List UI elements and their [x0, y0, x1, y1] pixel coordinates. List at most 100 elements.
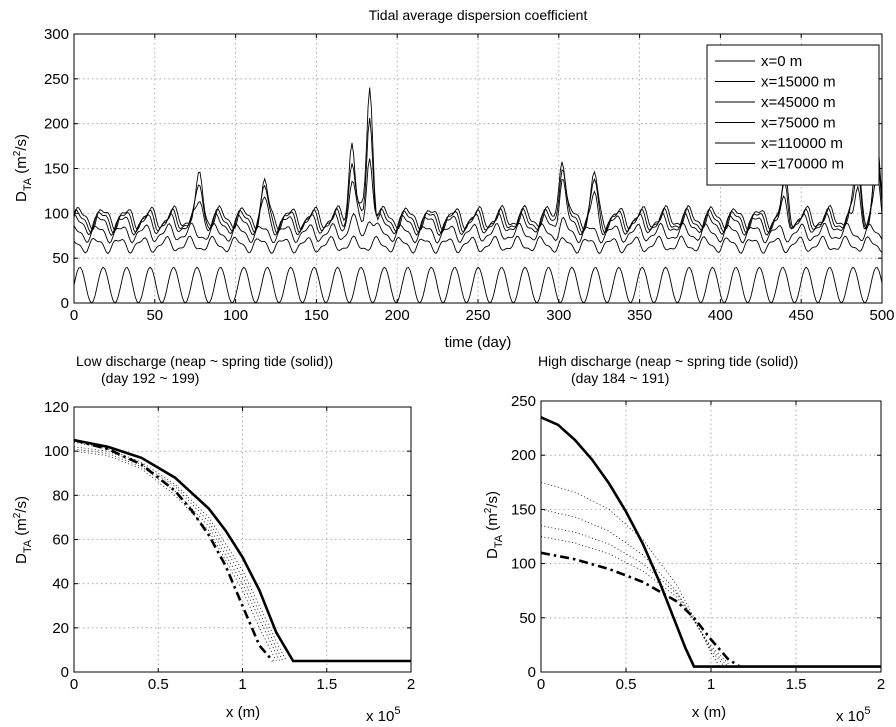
top-ylabel-sub: TA: [22, 177, 34, 191]
bl-ylabel-unit-sup: 2: [12, 512, 23, 518]
top-xtick-label-0: 0: [70, 307, 78, 324]
br-ytick-label-5: 250: [511, 393, 536, 410]
br-xtick-label-4: 2: [877, 676, 885, 693]
br-xtick-label-3: 1.5: [786, 676, 807, 693]
legend-label-0: x=0 m: [761, 53, 802, 70]
bl-ytick-label-3: 60: [52, 532, 69, 549]
br-ylabel-unit-sup: 2: [483, 507, 494, 513]
top-ytick-label-1: 50: [52, 250, 69, 267]
br-ylabel-sub: TA: [493, 534, 505, 548]
bl-dotted-line-1: [73, 446, 284, 662]
br-dotted-line-2: [540, 525, 729, 667]
br-xscale-base: x 10: [836, 708, 864, 725]
top-ylabel-main: D: [13, 191, 30, 202]
bl-xscale-base: x 10: [366, 708, 394, 725]
legend-label-5: x=170000 m: [761, 156, 844, 173]
bl-xtick-label-0: 0: [70, 676, 78, 693]
top-xtick-label-7: 350: [627, 307, 652, 324]
br-xlabel: x (m): [692, 704, 726, 721]
bl-xtick-label-3: 1.5: [316, 676, 337, 693]
br-subtitle: (day 184 ~ 191): [571, 370, 669, 386]
bl-xscale-exp: 5: [394, 705, 400, 717]
br-neap-dashdot-line: [540, 551, 741, 668]
br-xtick-label-0: 0: [537, 676, 545, 693]
bl-spring-solid-line: [73, 438, 411, 663]
bl-ylabel-unit-post: /s): [13, 496, 30, 513]
bl-neap-dashdot-line: [73, 438, 274, 662]
top-title: Tidal average dispersion coefficient: [369, 7, 588, 23]
top-xtick-label-10: 500: [869, 307, 894, 324]
br-xtick-label-1: 0.5: [616, 676, 637, 693]
legend-label-3: x=75000 m: [761, 115, 836, 132]
top-xtick-label-2: 100: [223, 307, 248, 324]
top-xlabel: time (day): [445, 334, 512, 351]
bottom-right-plot-area: 0 0.5 1 1.5 2 0 50 100 150 200 250: [511, 393, 885, 693]
bl-ytick-label-4: 80: [52, 487, 69, 504]
top-frame: [73, 33, 883, 304]
br-ylabel: DTA (m2/s): [483, 491, 505, 559]
top-xtick-label-4: 200: [385, 307, 410, 324]
bl-title: Low discharge (neap ~ spring tide (solid…: [76, 353, 333, 369]
bl-dotted-line-2: [73, 448, 280, 662]
br-ylabel-unit-pre: (m: [484, 513, 501, 535]
bl-ylabel-unit-pre: (m: [13, 518, 30, 540]
br-title: High discharge (neap ~ spring tide (soli…: [538, 353, 798, 369]
top-ytick-label-2: 100: [44, 205, 69, 222]
top-ytick-label-3: 150: [44, 161, 69, 178]
top-xtick-label-8: 400: [708, 307, 733, 324]
bl-xtick-label-4: 2: [407, 676, 415, 693]
bl-frame: [73, 406, 412, 673]
top-series-line-3: [73, 212, 883, 244]
top-legend: x=0 m x=15000 m x=45000 m x=75000 m x=110000…: [706, 44, 880, 186]
bl-xlabel: x (m): [226, 704, 260, 721]
br-ytick-label-2: 100: [511, 556, 536, 573]
top-series-line-5: [73, 266, 883, 304]
top-ylabel-unit-pre: (m: [13, 156, 30, 178]
br-dotted-line-3: [540, 536, 732, 667]
bl-dotted-line-3: [73, 450, 277, 662]
top-ytick-label-0: 0: [61, 295, 69, 312]
bl-xtick-label-2: 1: [238, 676, 246, 693]
br-xscale-note: x 105: [836, 705, 870, 725]
br-dotted-line-0: [540, 481, 720, 667]
br-ylabel-main: D: [484, 548, 501, 559]
br-dotted-line-1: [540, 509, 725, 667]
br-ytick-label-3: 150: [511, 501, 536, 518]
top-series-line-4: [73, 235, 883, 255]
top-xtick-label-1: 50: [146, 307, 163, 324]
top-ylabel-unit-post: /s): [13, 134, 30, 151]
top-ytick-label-4: 200: [44, 116, 69, 133]
bl-xtick-label-1: 0.5: [148, 676, 169, 693]
legend-label-2: x=45000 m: [761, 94, 836, 111]
br-ytick-label-1: 50: [519, 610, 536, 627]
top-xtick-label-3: 150: [304, 307, 329, 324]
bl-ytick-label-0: 0: [61, 664, 69, 681]
br-xtick-label-2: 1: [707, 676, 715, 693]
top-xtick-label-9: 450: [789, 307, 814, 324]
br-xscale-exp: 5: [864, 705, 870, 717]
top-ytick-label-6: 300: [44, 26, 69, 43]
br-spring-solid-line: [540, 416, 881, 668]
bl-ytick-label-2: 40: [52, 576, 69, 593]
bl-xscale-note: x 105: [366, 705, 400, 725]
top-ylabel-unit-sup: 2: [12, 150, 23, 156]
top-ylabel: DTA (m2/s): [12, 134, 34, 202]
legend-label-1: x=15000 m: [761, 74, 836, 91]
bl-ytick-label-6: 120: [44, 399, 69, 416]
bl-ylabel: DTA (m2/s): [12, 496, 34, 564]
legend-label-4: x=110000 m: [761, 135, 843, 152]
br-ylabel-unit-post: /s): [484, 491, 501, 508]
bl-ytick-label-5: 100: [44, 443, 69, 460]
br-ytick-label-0: 0: [528, 664, 536, 681]
top-series-line-2: [73, 158, 883, 237]
top-xtick-label-6: 300: [546, 307, 571, 324]
br-frame: [540, 400, 882, 673]
bl-ylabel-sub: TA: [22, 539, 34, 553]
top-ytick-label-5: 250: [44, 71, 69, 88]
legend-box: [706, 44, 880, 186]
bl-subtitle: (day 192 ~ 199): [101, 370, 199, 386]
bl-ylabel-main: D: [13, 553, 30, 564]
bl-ytick-label-1: 20: [52, 620, 69, 637]
